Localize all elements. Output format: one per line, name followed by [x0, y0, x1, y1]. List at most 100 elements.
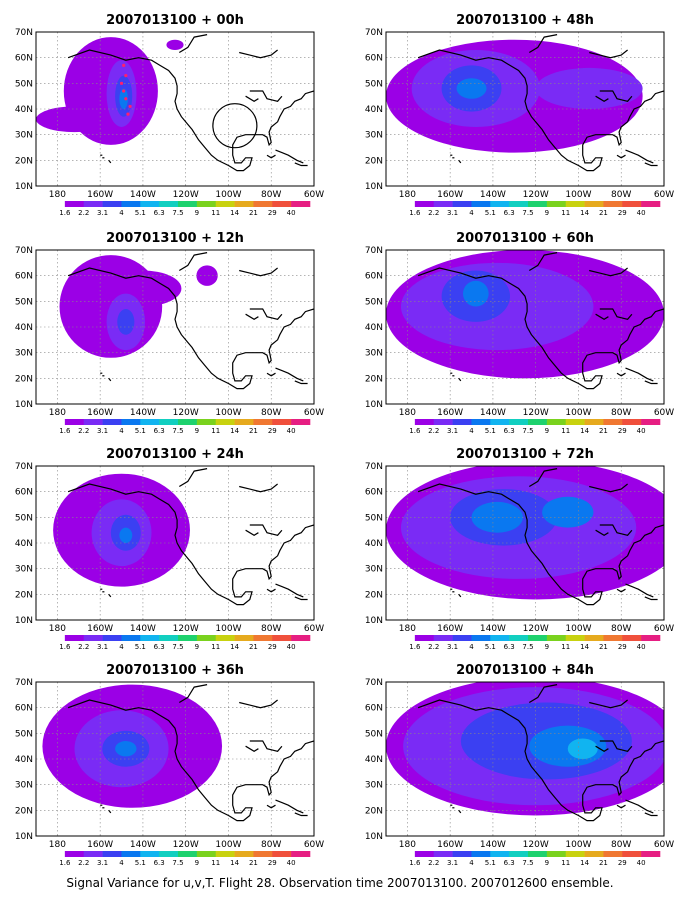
- longitude-label: 140W: [480, 408, 506, 418]
- latitude-label: 30N: [15, 565, 33, 575]
- map-panel: 2007013100 + 84h 70N 60N 50N 40N 30N 20N 10N 180…: [365, 663, 674, 867]
- colorbar-label: 1.6: [409, 643, 421, 651]
- coastline-path: [528, 468, 558, 488]
- longitude-label: 100W: [565, 190, 591, 200]
- colorbar-swatch: [215, 201, 235, 207]
- variance-contour: [462, 280, 489, 307]
- colorbar-label: 6.3: [154, 859, 165, 867]
- colorbar-label: 7.5: [172, 427, 183, 435]
- coastline-path: [589, 483, 628, 493]
- colorbar-label: 1.6: [409, 427, 421, 435]
- colorbar-swatch: [196, 201, 217, 207]
- flight-track-point: [122, 63, 126, 67]
- colorbar-label: 5.1: [135, 427, 146, 435]
- coastline-path: [417, 267, 664, 390]
- colorbar-swatch: [471, 201, 491, 207]
- colorbar-swatch: [253, 851, 273, 857]
- coastline-path: [266, 372, 276, 377]
- colorbar-label: 29: [268, 859, 277, 867]
- longitude-label: 80W: [611, 840, 631, 850]
- colorbar-label: 5.1: [485, 427, 496, 435]
- latitude-label: 60N: [15, 704, 33, 714]
- coastline-path: [67, 483, 314, 606]
- colorbar-swatch: [641, 851, 661, 857]
- variance-contour: [36, 106, 113, 133]
- colorbar-label: 21: [599, 643, 608, 651]
- colorbar-label: 11: [561, 209, 570, 217]
- longitude-label: 120W: [173, 190, 199, 200]
- latitude-label: 40N: [15, 539, 33, 549]
- coastline: [67, 468, 314, 606]
- panel-title: 2007013100 + 12h: [106, 231, 244, 246]
- coastline-path: [458, 809, 462, 814]
- colorbar-swatch: [272, 635, 292, 641]
- colorbar-label: 14: [230, 209, 239, 217]
- colorbar-swatch: [414, 851, 435, 857]
- panel-title: 2007013100 + 24h: [106, 447, 244, 462]
- colorbar-label: 2.2: [78, 643, 89, 651]
- colorbar-label: 2.2: [78, 859, 89, 867]
- colorbar-label: 21: [599, 859, 608, 867]
- flight-track-point: [124, 74, 128, 78]
- colorbar-swatch: [490, 419, 510, 425]
- coastline: [417, 34, 664, 172]
- variance-contour: [567, 738, 598, 759]
- map-panels: 2007013100 + 00h 70N 60N 50N 40N 30N 20N 10N 180…: [15, 13, 674, 867]
- colorbar-swatch: [64, 851, 85, 857]
- variance-contour: [119, 527, 133, 543]
- colorbar-swatch: [452, 635, 472, 641]
- colorbar-swatch: [509, 635, 529, 641]
- colorbar-swatch: [64, 419, 85, 425]
- longitude-label: 60W: [654, 840, 674, 850]
- colorbar-swatch: [622, 851, 642, 857]
- coastline-path: [595, 529, 609, 537]
- longitude-label: 160W: [87, 840, 113, 850]
- colorbar-swatch: [528, 201, 548, 207]
- coastline-path: [178, 34, 208, 54]
- longitude-label: 60W: [304, 190, 324, 200]
- colorbar-label: 4: [119, 643, 124, 651]
- map-grid: [386, 250, 664, 404]
- colorbar-swatch: [509, 851, 529, 857]
- colorbar-label: 21: [249, 209, 258, 217]
- colorbar-swatch: [546, 419, 567, 425]
- colorbar-label: 21: [249, 859, 258, 867]
- coastline-path: [245, 529, 259, 537]
- coastline-path: [275, 367, 304, 382]
- colorbar-swatch: [622, 419, 642, 425]
- coastline-path: [239, 267, 278, 277]
- coastline-path: [644, 812, 658, 817]
- coastline-path: [616, 588, 626, 593]
- colorbar-label: 9: [195, 859, 199, 867]
- colorbar-label: 3.1: [97, 209, 108, 217]
- coastline-path: [266, 588, 276, 593]
- colorbar-swatch: [565, 201, 585, 207]
- latitude-label: 70N: [365, 678, 383, 688]
- colorbar-swatch: [584, 201, 604, 207]
- colorbar-label: 2.2: [78, 209, 89, 217]
- colorbar-swatch: [452, 201, 472, 207]
- colorbar-label: 40: [637, 427, 646, 435]
- colorbar-label: 21: [599, 427, 608, 435]
- colorbar-swatch: [178, 419, 198, 425]
- longitude-label: 160W: [87, 624, 113, 634]
- variance-contour: [535, 67, 643, 109]
- colorbar-label: 29: [618, 427, 627, 435]
- map-panel: 2007013100 + 12h 70N 60N 50N 40N 30N 20N 10N 180…: [15, 231, 324, 435]
- colorbar-swatch: [565, 851, 585, 857]
- colorbar-label: 5.1: [485, 859, 496, 867]
- colorbar-swatch: [253, 419, 273, 425]
- coastline-path: [178, 468, 208, 488]
- colorbar-swatch: [83, 851, 103, 857]
- longitude-label: 180: [399, 840, 416, 850]
- colorbar-label: 4: [119, 427, 124, 435]
- longitude-label: 120W: [173, 408, 199, 418]
- latitude-label: 40N: [365, 323, 383, 333]
- colorbar-swatch: [396, 851, 416, 857]
- coastline-path: [644, 380, 658, 385]
- latitude-label: 60N: [365, 488, 383, 498]
- latitude-label: 20N: [365, 374, 383, 384]
- flight-track-point: [128, 104, 132, 109]
- colorbar-label: 7.5: [522, 643, 533, 651]
